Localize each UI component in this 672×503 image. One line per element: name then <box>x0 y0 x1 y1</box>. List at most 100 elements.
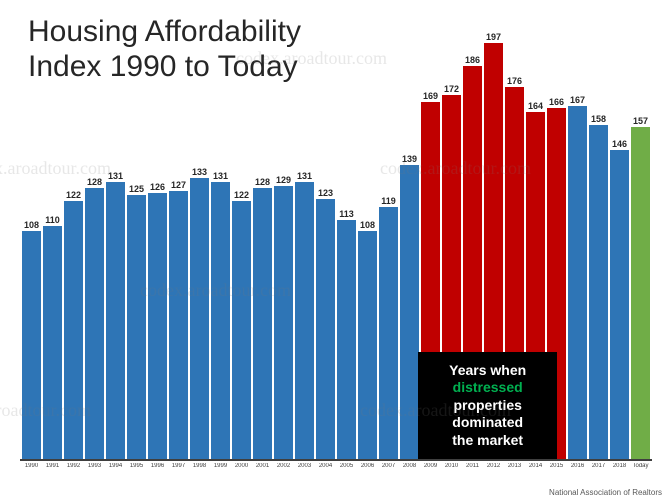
bar-rect <box>631 127 650 459</box>
x-axis-label: 2012 <box>484 463 503 475</box>
bar-rect <box>148 193 167 459</box>
source-attribution: National Association of Realtors <box>549 488 662 497</box>
x-axis-label: 1998 <box>190 463 209 475</box>
x-axis-label: 1990 <box>22 463 41 475</box>
annotation-line: properties <box>453 397 521 413</box>
bar-value-label: 108 <box>360 220 375 230</box>
bar-value-label: 113 <box>339 209 354 219</box>
bar-value-label: 128 <box>87 177 102 187</box>
x-axis-label: 2008 <box>400 463 419 475</box>
bar: 146 <box>610 15 629 459</box>
bar-value-label: 122 <box>234 190 249 200</box>
bar-rect <box>379 207 398 459</box>
bar-rect <box>589 125 608 459</box>
x-axis-label: 2004 <box>316 463 335 475</box>
x-axis-label: 1994 <box>106 463 125 475</box>
bar-rect <box>232 201 251 459</box>
bar-value-label: 166 <box>549 97 564 107</box>
annotation-line: Years when <box>449 362 526 378</box>
x-axis-label: 1995 <box>127 463 146 475</box>
bar-value-label: 139 <box>402 154 417 164</box>
x-axis-label: 2006 <box>358 463 377 475</box>
bar-value-label: 131 <box>297 171 312 181</box>
bar-rect <box>64 201 83 459</box>
chart-container: Housing AffordabilityIndex 1990 to Today… <box>20 15 652 475</box>
bar-rect <box>190 178 209 459</box>
x-axis-label: 2009 <box>421 463 440 475</box>
x-axis-label: 2005 <box>337 463 356 475</box>
bar-value-label: 146 <box>612 139 627 149</box>
x-axis-label: 1993 <box>85 463 104 475</box>
bar-rect <box>169 191 188 460</box>
bar-value-label: 122 <box>66 190 81 200</box>
bar-rect <box>274 186 293 459</box>
bar-value-label: 133 <box>192 167 207 177</box>
bar-value-label: 172 <box>444 84 459 94</box>
bar-value-label: 123 <box>318 188 333 198</box>
bar: 108 <box>358 15 377 459</box>
annotation-line: distressed <box>453 379 523 395</box>
x-axis-label: 1991 <box>43 463 62 475</box>
bar-value-label: 119 <box>381 196 396 206</box>
bar-rect <box>253 188 272 459</box>
bar-rect <box>43 226 62 459</box>
bar-value-label: 157 <box>633 116 648 126</box>
x-axis-label: 1997 <box>169 463 188 475</box>
bar-rect <box>400 165 419 459</box>
x-axis-label: 2002 <box>274 463 293 475</box>
bar-value-label: 164 <box>528 101 543 111</box>
bar-value-label: 125 <box>129 184 144 194</box>
bar-rect <box>568 106 587 459</box>
bar-rect <box>295 182 314 459</box>
x-axis-label: 2015 <box>547 463 566 475</box>
bar: 139 <box>400 15 419 459</box>
x-axis-label: Today <box>631 463 650 475</box>
x-axis-label: 1996 <box>148 463 167 475</box>
bar-rect <box>127 195 146 459</box>
x-axis-label: 2000 <box>232 463 251 475</box>
bar-value-label: 126 <box>150 182 165 192</box>
annotation-line: dominated <box>452 414 523 430</box>
bar: 123 <box>316 15 335 459</box>
bar-value-label: 167 <box>570 95 585 105</box>
x-axis-label: 2018 <box>610 463 629 475</box>
bar: 167 <box>568 15 587 459</box>
x-axis-label: 2001 <box>253 463 272 475</box>
bar-value-label: 131 <box>213 171 228 181</box>
chart-title: Housing AffordabilityIndex 1990 to Today <box>28 15 301 84</box>
x-axis-label: 2017 <box>589 463 608 475</box>
annotation-line: the market <box>452 432 523 448</box>
bar-value-label: 169 <box>423 91 438 101</box>
bar-rect <box>316 199 335 459</box>
bar-value-label: 186 <box>465 55 480 65</box>
bar-rect <box>106 182 125 459</box>
x-axis-label: 2016 <box>568 463 587 475</box>
bar-rect <box>85 188 104 459</box>
bar-rect <box>610 150 629 459</box>
x-axis-labels: 1990199119921993199419951996199719981999… <box>20 463 652 475</box>
bar-rect <box>22 231 41 459</box>
annotation-box: Years whendistressed propertiesdominated t… <box>418 352 557 460</box>
bar-value-label: 131 <box>108 171 123 181</box>
bar: 119 <box>379 15 398 459</box>
bar: 158 <box>589 15 608 459</box>
bar: 113 <box>337 15 356 459</box>
bar-rect <box>337 220 356 459</box>
bar-rect <box>358 231 377 459</box>
bar-value-label: 158 <box>591 114 606 124</box>
x-axis-label: 2014 <box>526 463 545 475</box>
bar-rect <box>211 182 230 459</box>
x-axis-label: 2013 <box>505 463 524 475</box>
bar-value-label: 176 <box>507 76 522 86</box>
x-axis-label: 1999 <box>211 463 230 475</box>
bar-value-label: 110 <box>45 215 60 225</box>
x-axis-label: 2011 <box>463 463 482 475</box>
bar-value-label: 197 <box>486 32 501 42</box>
x-axis-label: 1992 <box>64 463 83 475</box>
x-axis-label: 2010 <box>442 463 461 475</box>
bar-value-label: 129 <box>276 175 291 185</box>
bar-value-label: 128 <box>255 177 270 187</box>
bar-value-label: 108 <box>24 220 39 230</box>
bar: 157 <box>631 15 650 459</box>
bar-value-label: 127 <box>171 180 186 190</box>
